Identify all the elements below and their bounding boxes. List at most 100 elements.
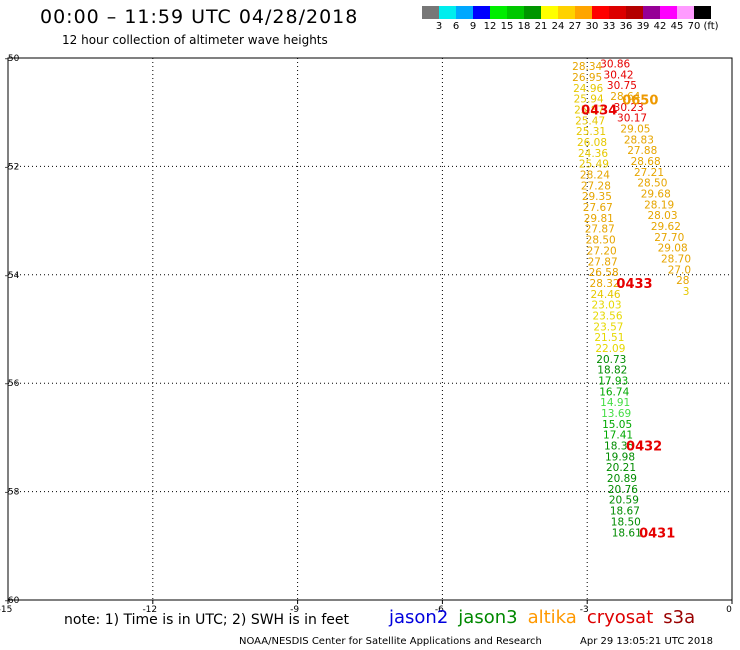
wave-height-value: 25.94 [574, 94, 604, 106]
wave-height-value: 15.05 [602, 419, 632, 431]
map-frame [7, 57, 733, 601]
wave-height-value: 28.34 [572, 61, 602, 73]
legend-swatch [592, 6, 609, 19]
wave-height-value: 22.09 [595, 343, 625, 355]
legend-swatch [643, 6, 660, 19]
page-title: 00:00 – 11:59 UTC 04/28/2018 [40, 6, 359, 28]
wave-height-value: 28.50 [586, 235, 616, 247]
wave-height-value: 18.50 [611, 516, 641, 528]
wave-height-value: 29.35 [582, 191, 612, 203]
lon-tick-label: -3 [580, 605, 589, 615]
legend-swatch [660, 6, 677, 19]
wave-height-value: 14.91 [600, 397, 630, 409]
wave-height-value: 28.70 [661, 254, 691, 266]
wave-height-value: 17.41 [603, 430, 633, 442]
wave-height-value: 29.08 [658, 243, 688, 255]
pass-time-label: 0433 [616, 277, 652, 292]
lat-tick-label: -52 [5, 162, 20, 172]
wave-height-value: 30.86 [600, 58, 630, 70]
satellite-jason2: jason2 [389, 607, 449, 628]
legend-label: 12 [483, 21, 497, 32]
wave-height-value: 27.20 [587, 245, 617, 257]
legend-label: 24 [551, 21, 565, 32]
footer-generated-date: Apr 29 13:05:21 UTC 2018 [580, 636, 713, 647]
legend-label: 27 [568, 21, 582, 32]
lon-tick-label: -6 [435, 605, 444, 615]
lat-tick-label: -54 [5, 271, 20, 281]
legend-label: 70 [687, 21, 701, 32]
wave-height-value: 13.69 [601, 408, 631, 420]
legend-label: 42 [653, 21, 667, 32]
satellite-cryosat: cryosat [586, 607, 654, 628]
legend-label: 21 [534, 21, 548, 32]
legend-label: 18 [517, 21, 531, 32]
legend-swatch [609, 6, 626, 19]
wave-height-value: 27.87 [588, 256, 618, 268]
wave-height-value: 27.28 [581, 180, 611, 192]
wave-height-value: 27.88 [627, 145, 657, 157]
satellite-altika: altika [527, 607, 577, 628]
wave-height-value: 20.21 [606, 462, 636, 474]
wave-height-value: 25.87 [574, 104, 604, 116]
wave-height-value: 28 [676, 275, 689, 287]
wave-height-value: 24.46 [591, 289, 621, 301]
legend-label: 15 [500, 21, 514, 32]
color-legend: 3 6 9 12 15 18 21 24 27 30 33 36 39 42 45 70 (ft) [422, 6, 719, 33]
satellite-s3a: s3a [663, 607, 696, 628]
legend-color-bar [422, 6, 711, 19]
wave-height-value: 20.73 [596, 354, 626, 366]
wave-height-value: 18.61 [612, 527, 642, 539]
legend-label: 30 [585, 21, 599, 32]
wave-height-value: 28.50 [637, 178, 667, 190]
legend-label: 33 [602, 21, 616, 32]
wave-height-value: 28.32 [590, 278, 620, 290]
wave-height-value: 30.42 [604, 69, 634, 81]
wave-height-value: 28.64 [610, 91, 640, 103]
wave-height-value: 23.03 [591, 300, 621, 312]
wave-height-value: 27.67 [583, 202, 613, 214]
wave-height-value: 30.75 [607, 80, 637, 92]
wave-height-value: 26.08 [577, 137, 607, 149]
wave-height-value: 20.76 [608, 484, 638, 496]
wave-height-value: 19.98 [605, 451, 635, 463]
pass-time-label: 0431 [639, 526, 675, 541]
lon-tick-label: -12 [142, 605, 157, 615]
wave-height-value: 30.23 [614, 102, 644, 114]
legend-label: 36 [619, 21, 633, 32]
legend-swatch [422, 6, 439, 19]
wave-height-value: 28.19 [644, 199, 674, 211]
wave-height-value: 25.49 [579, 159, 609, 171]
lat-tick-label: -56 [5, 379, 20, 389]
lat-tick-label: -58 [5, 488, 20, 498]
legend-label: 45 [670, 21, 684, 32]
wave-height-value: 25.31 [576, 126, 606, 138]
footer-note: note: 1) Time is in UTC; 2) SWH is in fe… [64, 612, 350, 628]
legend-label: 39 [636, 21, 650, 32]
footer-organization: NOAA/NESDIS Center for Satellite Applica… [239, 636, 542, 647]
wave-height-value: 17.93 [598, 375, 628, 387]
wave-height-value: 27.21 [634, 167, 664, 179]
wave-height-value: 27.0 [668, 264, 691, 276]
satellite-jason3: jason3 [458, 607, 518, 628]
legend-swatch [694, 6, 711, 19]
wave-height-value: 20.59 [609, 495, 639, 507]
wave-height-value: 29.05 [620, 123, 650, 135]
wave-height-value: 28.03 [647, 210, 677, 222]
pass-time-label: 0434 [581, 103, 617, 118]
legend-swatch [490, 6, 507, 19]
wave-height-value: 29.81 [584, 213, 614, 225]
pass-time-label: 0650 [622, 94, 658, 109]
wave-height-value: 25.47 [575, 115, 605, 127]
lon-tick-label: 0 [726, 605, 732, 615]
legend-swatch [456, 6, 473, 19]
wave-height-value: 24.96 [573, 83, 603, 95]
wave-height-value: 30.17 [617, 113, 647, 125]
wave-height-value: 28.83 [624, 134, 654, 146]
wave-height-value: 26.58 [589, 267, 619, 279]
legend-swatch [677, 6, 694, 19]
wave-height-value: 18.82 [597, 365, 627, 377]
lat-tick-label: -50 [5, 54, 20, 64]
wave-height-value: 20.89 [607, 473, 637, 485]
legend-swatch [473, 6, 490, 19]
wave-height-value: 18.67 [610, 506, 640, 518]
